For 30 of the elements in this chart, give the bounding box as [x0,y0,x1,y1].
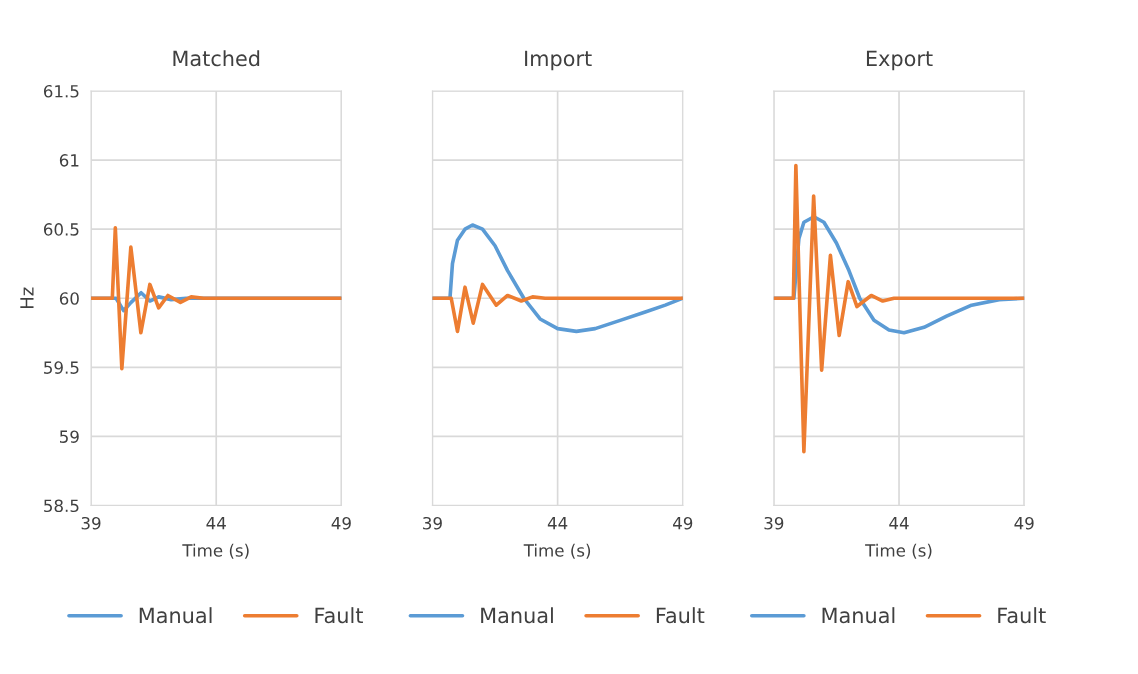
x-axis-title: Time (s) [523,543,591,559]
x-tick-label: 49 [331,516,351,530]
y-axis-title: Hz [20,287,34,308]
legend-label: Fault [656,607,705,624]
x-axis-title: Time (s) [865,543,932,559]
x-tick-label: 44 [889,517,909,530]
x-tick-label: 49 [1014,516,1034,530]
y-tick-label: 61 [59,154,79,167]
x-tick-label: 44 [206,517,226,530]
y-tick-label: 59 [60,430,79,443]
x-tick-label: 39 [764,516,784,530]
y-tick-label: 59.5 [44,361,79,374]
legend-label: Fault [315,607,363,624]
y-tick-label: 58.5 [44,499,79,513]
y-tick-label: 61.5 [43,84,79,98]
legend-label: Manual [139,607,212,624]
legend-label: Manual [481,607,553,624]
y-tick-label: 60 [59,292,79,305]
legend-label: Manual [822,607,895,624]
legend-label: Fault [998,607,1046,624]
chart-title: Matched [173,50,260,67]
x-axis-title: Time (s) [182,543,249,559]
line-series [91,225,342,371]
x-tick-label: 39 [81,516,101,530]
y-tick-label: 60.5 [43,223,79,236]
x-tick-label: 44 [547,517,568,530]
x-tick-label: 39 [423,516,442,530]
chart-title: Import [525,50,592,71]
chart-title: Export [866,50,933,71]
x-tick-label: 49 [673,516,693,530]
